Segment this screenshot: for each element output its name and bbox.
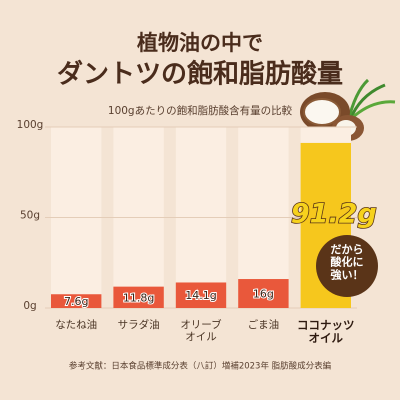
bar bbox=[238, 279, 289, 308]
source-note: 参考文献：日本食品標準成分表（八訂）増補2023年 脂肪酸成分表編 bbox=[69, 361, 331, 372]
value-label: 11.8g bbox=[123, 291, 154, 304]
x-tick-label: サラダ油 bbox=[118, 318, 160, 331]
chart-title: 植物油の中で bbox=[137, 31, 263, 55]
x-tick-label: ココナッツオイル bbox=[297, 318, 355, 345]
value-label: 91.2g bbox=[291, 199, 377, 230]
value-label: 7.6g bbox=[64, 295, 88, 308]
bar bbox=[51, 294, 102, 308]
plot-title: 100gあたりの飽和脂肪酸含有量の比較 bbox=[108, 104, 293, 117]
badge bbox=[316, 235, 378, 297]
y-tick-label: 50g bbox=[20, 210, 40, 222]
bar bbox=[175, 282, 227, 308]
value-label: 14.1g bbox=[185, 289, 216, 302]
y-tick-label: 100g bbox=[17, 119, 44, 131]
x-tick-label: ごま油 bbox=[248, 318, 280, 331]
coconut-illustration bbox=[300, 78, 396, 141]
x-tick-label: オリーブオイル bbox=[180, 318, 222, 343]
y-tick-label: 0g bbox=[23, 300, 36, 312]
x-tick-label: なたね油 bbox=[55, 318, 97, 331]
value-label: 16g bbox=[253, 288, 274, 301]
bar bbox=[113, 286, 164, 308]
annotation: だから酸化に強い！ bbox=[331, 243, 364, 281]
chart-subtitle: ダントツの飽和脂肪酸量 bbox=[57, 59, 343, 90]
